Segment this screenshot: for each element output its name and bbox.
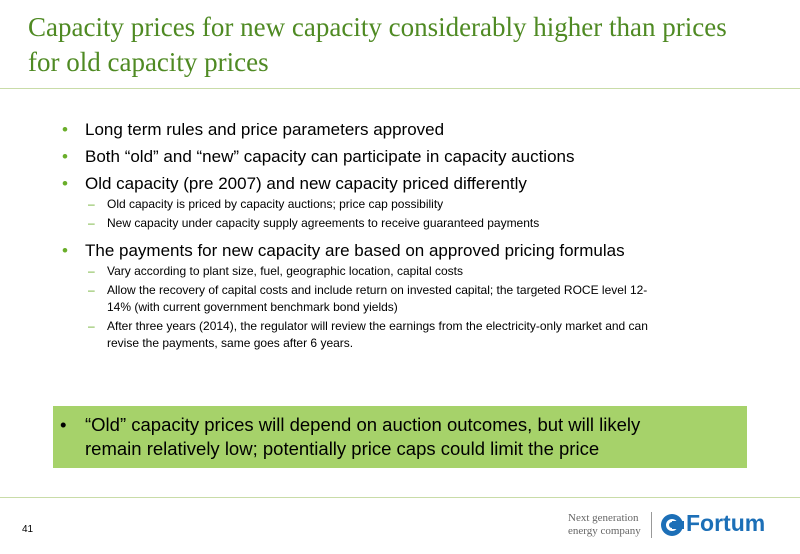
title-line: for old capacity prices [28, 47, 269, 77]
logo-text: Fortum [686, 510, 766, 536]
highlight-text: “Old” capacity prices will depend on auc… [85, 414, 641, 435]
divider [0, 88, 800, 89]
bullet-text: The payments for new capacity are based … [85, 241, 625, 260]
sub-text: 14% (with current government benchmark b… [107, 300, 398, 314]
logo-icon [661, 514, 684, 536]
sub-marker: – [88, 264, 95, 278]
tagline: Next generation [568, 512, 639, 524]
sub-marker: – [88, 197, 95, 211]
bullet-marker: • [62, 120, 68, 139]
highlight-box [53, 406, 747, 468]
bullet-text: Long term rules and price parameters app… [85, 120, 445, 139]
bullet-marker: • [62, 147, 68, 166]
sub-marker: – [88, 216, 95, 230]
sub-text: Allow the recovery of capital costs and … [107, 283, 648, 297]
sub-text: Vary according to plant size, fuel, geog… [107, 264, 463, 278]
highlight-text: remain relatively low; potentially price… [85, 438, 600, 459]
sub-text: New capacity under capacity supply agree… [107, 216, 540, 230]
bullet-marker: • [62, 174, 68, 193]
footer-divider [0, 497, 800, 498]
sub-text: revise the payments, same goes after 6 y… [107, 336, 354, 350]
sub-marker: – [88, 283, 95, 297]
sub-text: Old capacity is priced by capacity aucti… [107, 197, 444, 211]
footer-separator [651, 512, 652, 538]
tagline: energy company [568, 525, 641, 537]
title-line: Capacity prices for new capacity conside… [28, 12, 727, 42]
highlight-marker: • [60, 414, 67, 435]
sub-marker: – [88, 319, 95, 333]
bullet-text: Both “old” and “new” capacity can partic… [85, 147, 575, 166]
sub-text: After three years (2014), the regulator … [107, 319, 648, 333]
bullet-text: Old capacity (pre 2007) and new capacity… [85, 174, 527, 193]
page-number: 41 [22, 524, 34, 535]
bullet-marker: • [62, 241, 68, 260]
